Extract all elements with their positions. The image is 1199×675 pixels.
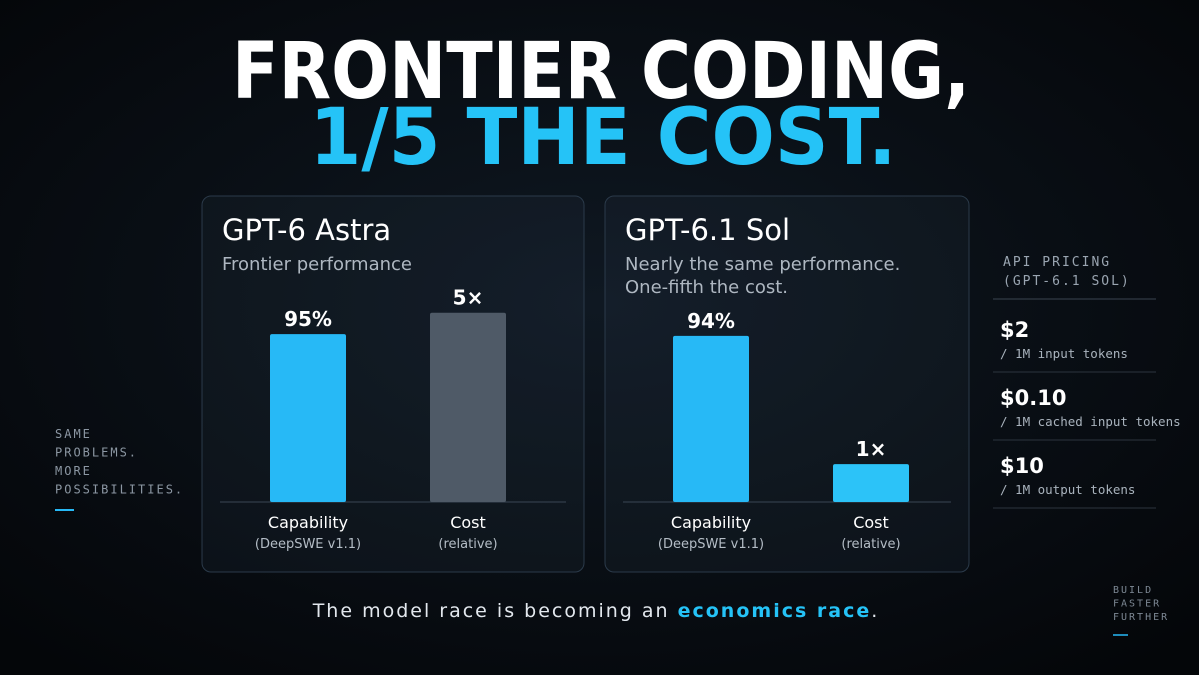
chart-title: GPT-6.1 Sol (625, 213, 790, 247)
footer-end: . (871, 600, 879, 622)
value-label: 95% (284, 307, 332, 331)
category-label: Cost (853, 513, 889, 532)
footer: The model race is becoming an economics … (312, 600, 880, 622)
side-line: SAME (55, 427, 92, 441)
value-label: 94% (687, 309, 735, 333)
pricing: API PRICING (GPT-6.1 SOL) $2 / 1M input tok… (993, 255, 1181, 509)
side-line: POSSIBILITIES. (55, 483, 184, 497)
category-label: Capability (268, 513, 348, 532)
side-line: PROBLEMS. (55, 446, 138, 460)
value-label: 5× (453, 286, 484, 310)
corner-line: FASTER (1113, 599, 1161, 610)
title-line: 1/5 THE COST. (310, 93, 897, 183)
category-note: (relative) (841, 537, 900, 552)
price: $2 (1000, 318, 1029, 342)
value-label: 1× (856, 437, 887, 461)
corner-line: FURTHER (1113, 612, 1169, 623)
chart-title: GPT-6 Astra (222, 213, 391, 247)
corner-note: BUILD FASTER FURTHER (1113, 585, 1169, 623)
corner-line: BUILD (1113, 585, 1153, 596)
card (201, 195, 585, 573)
price-unit: / 1M input tokens (1000, 346, 1128, 361)
card (604, 195, 970, 573)
bar (833, 464, 909, 502)
category-label: Capability (671, 513, 751, 532)
side-note: SAME PROBLEMS. MORE POSSIBILITIES. (55, 427, 184, 497)
bar (270, 334, 346, 502)
chart-subtitle: Nearly the same performance. (625, 254, 900, 275)
bar (673, 335, 749, 502)
price-unit: / 1M cached input tokens (1000, 414, 1181, 429)
chart-subtitle: One-fifth the cost. (625, 277, 788, 298)
footer-highlight: economics race (678, 600, 872, 622)
category-note: (relative) (438, 537, 497, 552)
price-unit: / 1M output tokens (1000, 482, 1135, 497)
chart-subtitle: Frontier performance (222, 254, 412, 275)
price: $0.10 (1000, 386, 1066, 410)
bar (430, 312, 506, 502)
price: $10 (1000, 454, 1044, 478)
category-note: (DeepSWE v1.1) (255, 537, 361, 552)
category-note: (DeepSWE v1.1) (658, 537, 764, 552)
pricing-heading: API PRICING (1003, 255, 1111, 270)
footer-text: The model race is becoming an (312, 600, 678, 622)
title-line: FRONTIER CODING, (232, 27, 970, 117)
pricing-heading: (GPT-6.1 SOL) (1003, 274, 1131, 289)
category-label: Cost (450, 513, 486, 532)
side-line: MORE (55, 464, 92, 478)
